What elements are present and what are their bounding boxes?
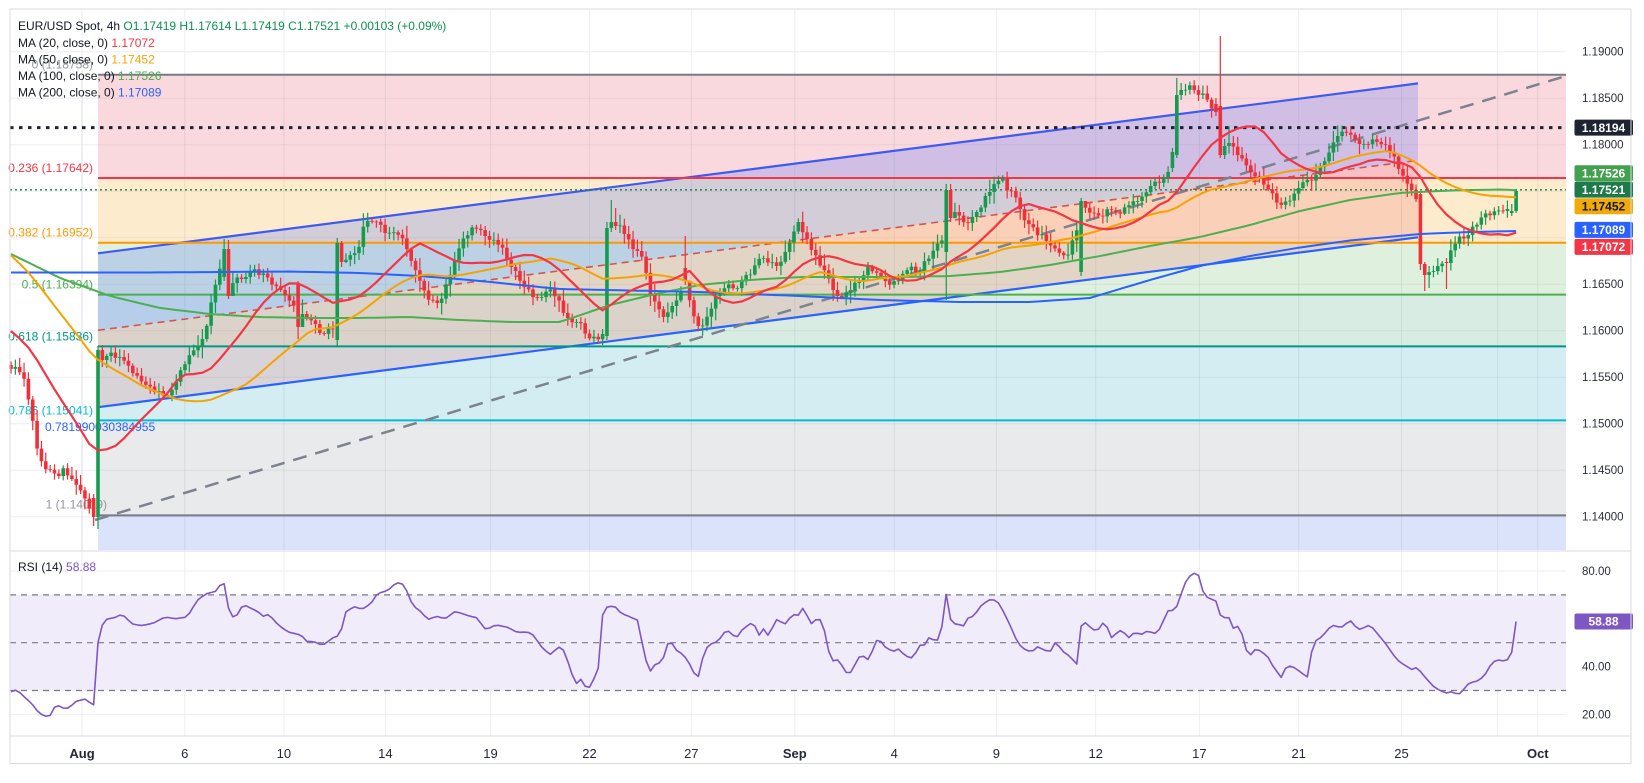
svg-text:Sep: Sep xyxy=(783,746,807,761)
svg-text:20.00: 20.00 xyxy=(1582,709,1611,721)
svg-text:0.618 (1.15836): 0.618 (1.15836) xyxy=(8,329,93,343)
svg-text:MA (50, close, 0) 1.17452: MA (50, close, 0) 1.17452 xyxy=(18,53,155,67)
svg-text:58.88: 58.88 xyxy=(1588,615,1618,629)
svg-text:1.18000: 1.18000 xyxy=(1582,140,1624,152)
svg-text:80.00: 80.00 xyxy=(1582,566,1611,578)
svg-text:1.17521: 1.17521 xyxy=(1582,183,1626,197)
svg-text:40.00: 40.00 xyxy=(1582,662,1611,674)
svg-text:MA (100, close, 0) 1.17526: MA (100, close, 0) 1.17526 xyxy=(18,69,162,83)
svg-text:19: 19 xyxy=(483,746,497,761)
svg-text:MA (20, close, 0) 1.17072: MA (20, close, 0) 1.17072 xyxy=(18,36,155,50)
svg-text:Oct: Oct xyxy=(1527,746,1549,761)
svg-text:0.5 (1.16394): 0.5 (1.16394) xyxy=(22,278,93,292)
svg-text:9: 9 xyxy=(993,746,1000,761)
svg-text:10: 10 xyxy=(277,746,291,761)
svg-text:1.18500: 1.18500 xyxy=(1582,93,1624,105)
svg-text:1.16000: 1.16000 xyxy=(1582,326,1624,338)
svg-text:1.19000: 1.19000 xyxy=(1582,47,1624,59)
svg-text:Aug: Aug xyxy=(69,746,94,761)
svg-text:0.781990030384955: 0.781990030384955 xyxy=(45,420,155,434)
svg-text:1.18194: 1.18194 xyxy=(1582,121,1626,135)
svg-text:17: 17 xyxy=(1192,746,1206,761)
svg-text:EUR/USD Spot, 4h O1.17419 H1: EUR/USD Spot, 4h O1.17419 H1.17614 L1.17… xyxy=(18,19,446,33)
svg-text:0.382 (1.16952): 0.382 (1.16952) xyxy=(8,226,93,240)
svg-text:RSI (14) 58.88: RSI (14) 58.88 xyxy=(18,560,96,574)
svg-text:14: 14 xyxy=(378,746,392,761)
svg-text:MA (200, close, 0) 1.17089: MA (200, close, 0) 1.17089 xyxy=(18,86,162,100)
svg-text:1.17089: 1.17089 xyxy=(1582,223,1626,237)
svg-text:21: 21 xyxy=(1291,746,1305,761)
svg-text:4: 4 xyxy=(891,746,898,761)
svg-text:1.14000: 1.14000 xyxy=(1582,512,1624,524)
svg-text:1.17526: 1.17526 xyxy=(1582,167,1626,181)
svg-text:12: 12 xyxy=(1088,746,1102,761)
svg-text:1.15000: 1.15000 xyxy=(1582,419,1624,431)
svg-text:6: 6 xyxy=(181,746,188,761)
svg-text:1.17452: 1.17452 xyxy=(1582,200,1626,214)
svg-text:22: 22 xyxy=(582,746,596,761)
svg-text:0.786 (1.15041): 0.786 (1.15041) xyxy=(8,403,93,417)
svg-text:1.17072: 1.17072 xyxy=(1582,240,1626,254)
svg-text:1.15500: 1.15500 xyxy=(1582,372,1624,384)
svg-text:1 (1.14019): 1 (1.14019) xyxy=(46,497,107,511)
svg-text:25: 25 xyxy=(1394,746,1408,761)
svg-text:1.14500: 1.14500 xyxy=(1582,465,1624,477)
svg-text:0.236 (1.17642): 0.236 (1.17642) xyxy=(8,161,93,175)
svg-text:0 (1.18758): 0 (1.18758) xyxy=(32,58,93,72)
svg-text:27: 27 xyxy=(684,746,698,761)
svg-text:1.16500: 1.16500 xyxy=(1582,279,1624,291)
